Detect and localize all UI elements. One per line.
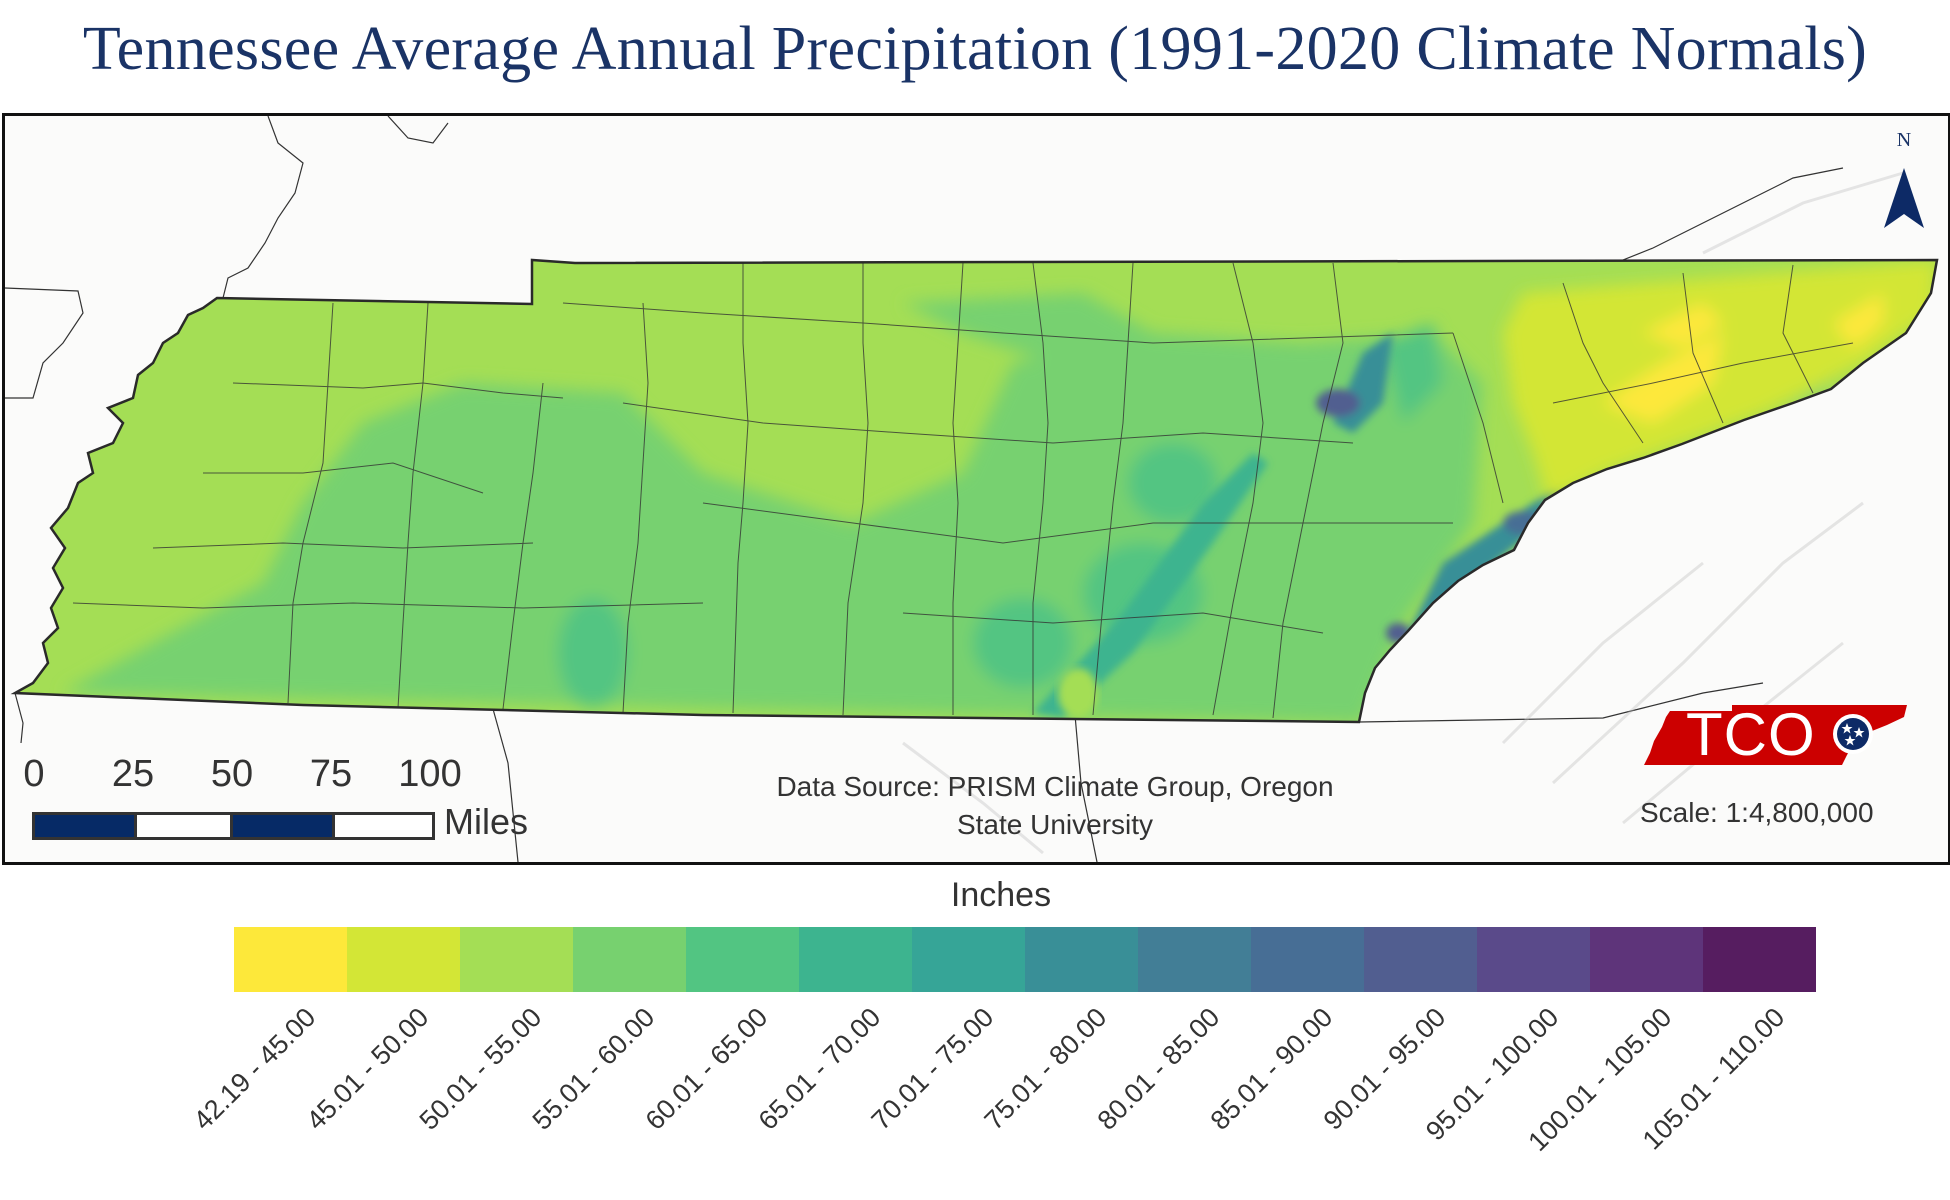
legend-title-wrap: Inches [0, 875, 1950, 915]
legend-swatch [460, 927, 573, 992]
scale-segment-light [134, 815, 233, 837]
legend-labels: 42.19 - 45.00 45.01 - 50.00 50.01 - 55.00 5… [188, 1002, 1834, 1192]
legend-color-bar [234, 927, 1816, 992]
legend-swatch [1138, 927, 1251, 992]
north-arrow-icon [1884, 168, 1924, 228]
legend-swatch [799, 927, 912, 992]
legend-swatch [347, 927, 460, 992]
north-label: N [1896, 129, 1912, 151]
map-frame[interactable] [2, 113, 1950, 865]
north-arrow: N [1878, 128, 1930, 238]
legend-title: Inches [950, 876, 1052, 914]
neighbor-state-borders [5, 116, 1844, 862]
tri-star-icon [1833, 714, 1873, 754]
scale-segment-dark [35, 815, 134, 837]
scale-tick: 100 [398, 753, 462, 795]
map-scale-text: Scale: 1:4,800,000 [1640, 797, 1874, 828]
star-icon [1844, 735, 1856, 746]
legend-swatch [234, 927, 347, 992]
scale-unit: Miles [444, 801, 529, 842]
scale-tick: 50 [210, 753, 254, 795]
logo-text: TCO [1686, 701, 1816, 768]
star-icon [1841, 723, 1853, 734]
county-lines [72, 262, 1854, 719]
data-source-line-2: State University [956, 809, 1154, 840]
scale-tick: 25 [111, 753, 155, 795]
legend-swatch [1025, 927, 1138, 992]
legend-swatch [1590, 927, 1703, 992]
scale-bar: 0 25 50 75 100 Miles [20, 752, 560, 842]
legend-swatch [686, 927, 799, 992]
legend-swatch [912, 927, 1025, 992]
legend-swatch [1364, 927, 1477, 992]
data-source-line-1: Data Source: PRISM Climate Group, Oregon [776, 771, 1334, 802]
map-title: Tennessee Average Annual Precipitation (… [82, 15, 1868, 83]
scale-bar-graphic [32, 812, 435, 840]
legend-swatch [1251, 927, 1364, 992]
scale-tick: 75 [309, 753, 353, 795]
tco-logo: TCO [1642, 703, 1912, 769]
scale-tick: 0 [23, 753, 45, 795]
map-canvas [5, 116, 1939, 862]
data-source: Data Source: PRISM Climate Group, Oregon… [680, 768, 1430, 844]
legend-swatch [573, 927, 686, 992]
legend-swatch [1477, 927, 1590, 992]
precipitation-field [15, 260, 1937, 722]
scale-segment-dark [233, 815, 332, 837]
star-icon [1853, 727, 1865, 738]
legend-swatch [1703, 927, 1816, 992]
tennessee-outline [10, 258, 1939, 724]
scale-segment-light [332, 815, 432, 837]
